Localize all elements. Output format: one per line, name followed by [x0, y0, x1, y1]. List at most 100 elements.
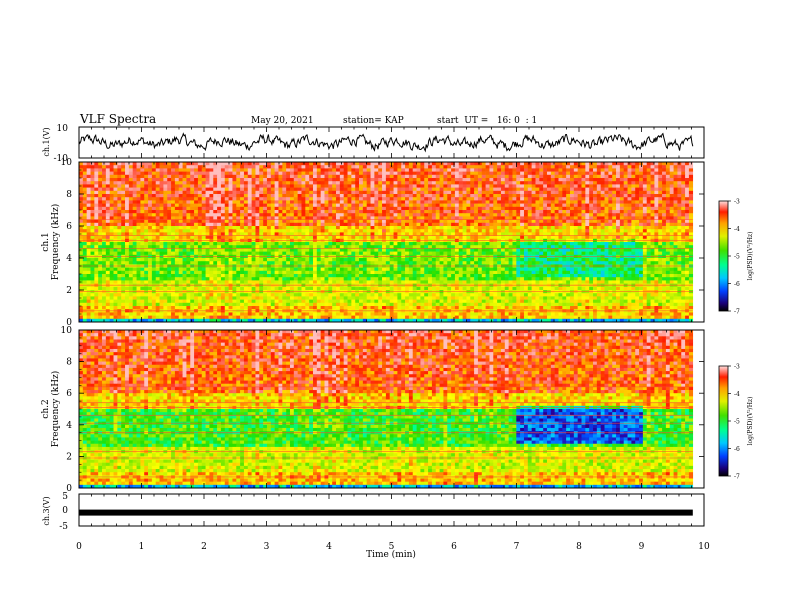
spectrogram-cell	[500, 222, 506, 227]
spectrogram-cell	[186, 210, 191, 214]
spectrogram-cell	[109, 174, 114, 179]
spectrogram-cell	[688, 216, 694, 220]
spectrogram-cell	[497, 222, 502, 227]
spectrogram-cell	[324, 178, 329, 182]
spectrogram-cell	[454, 219, 460, 224]
spectrogram-cell	[171, 174, 176, 179]
spectrogram-cell	[213, 187, 218, 192]
spectrogram-cell	[639, 210, 644, 214]
spectrogram-cell	[305, 232, 310, 236]
spectrogram-cell	[328, 251, 333, 256]
spectrogram-cell	[278, 258, 283, 262]
spectrogram-cell	[512, 203, 517, 208]
spectrogram-cell	[631, 168, 636, 172]
spectrogram-cell	[662, 229, 667, 233]
spectrogram-cell	[665, 190, 671, 195]
spectrogram-cell	[109, 168, 114, 172]
spectrogram-cell	[309, 258, 314, 262]
spectrogram-cell	[646, 190, 651, 195]
spectrogram-cell	[102, 219, 107, 224]
spectrogram-cell	[355, 222, 360, 227]
spectrogram-cell	[186, 178, 191, 182]
spectrogram-cell	[642, 203, 648, 208]
spectrogram-cell	[347, 171, 352, 176]
spectrogram-cell	[665, 235, 671, 240]
spectrogram-cell	[577, 174, 582, 179]
spectrogram-cell	[416, 200, 421, 204]
spectrogram-cell	[382, 229, 387, 233]
spectrogram-cell	[217, 251, 222, 256]
spectrogram-cell	[385, 162, 391, 166]
spectrogram-cell	[305, 171, 310, 176]
spectrogram-cell	[232, 232, 237, 236]
spectrogram-cell	[658, 206, 663, 211]
spectrogram-cell	[688, 203, 694, 208]
spectrogram-cell	[186, 197, 191, 201]
spectrogram-cell	[585, 210, 590, 214]
spectrogram-cell	[428, 206, 433, 211]
spectrogram-cell	[677, 168, 682, 172]
spectrogram-cell	[596, 168, 601, 172]
spectrogram-cell	[623, 229, 628, 233]
spectrogram-cell	[619, 248, 625, 252]
spectrogram-cell	[558, 168, 563, 172]
spectrogram-cell	[458, 245, 463, 249]
spectrogram-cell	[658, 194, 663, 198]
spectrogram-cell	[125, 174, 130, 179]
spectrogram-cell	[117, 248, 122, 252]
spectrogram-cell	[596, 206, 601, 211]
spectrogram-cell	[351, 190, 356, 195]
spectrogram-cell	[140, 184, 145, 188]
spectrogram-cell	[270, 174, 275, 179]
spectrogram-cell	[255, 200, 260, 204]
spectrogram-cell	[546, 226, 552, 230]
spectrogram-cell	[121, 210, 126, 214]
spectrogram-cell	[662, 235, 667, 240]
spectrogram-cell	[205, 174, 210, 179]
spectrogram-cell	[339, 235, 344, 240]
spectrogram-cell	[240, 245, 245, 249]
spectrogram-cell	[370, 226, 375, 230]
spectrogram-cell	[274, 219, 279, 224]
spectrogram-cell	[144, 258, 149, 262]
spectrogram-cell	[148, 197, 153, 201]
spectrogram-cell	[328, 162, 333, 166]
spectrogram-cell	[401, 174, 406, 179]
spectrogram-cell	[543, 206, 548, 211]
spectrogram-cell	[266, 206, 272, 211]
spectrogram-cell	[688, 206, 694, 211]
spectrogram-cell	[132, 174, 137, 179]
spectrogram-cell	[316, 235, 321, 240]
spectrogram-cell	[485, 232, 490, 236]
spectrogram-cell	[516, 226, 521, 230]
spectrogram-cell	[312, 187, 318, 192]
spectrogram-cell	[431, 178, 437, 182]
spectrogram-cell	[366, 206, 371, 211]
spectrogram-cell	[631, 235, 636, 240]
spectrogram-cell	[451, 219, 456, 224]
spectrogram-cell	[462, 178, 467, 182]
spectrogram-cell	[240, 232, 245, 236]
spectrogram-cell	[497, 229, 502, 233]
spectrogram-cell	[397, 168, 402, 172]
spectrogram-cell	[566, 219, 571, 224]
spectrogram-cell	[351, 216, 356, 220]
spectrogram-cell	[140, 206, 145, 211]
spectrogram-cell	[385, 232, 391, 236]
spectrogram-cell	[546, 222, 552, 227]
spectrogram-cell	[144, 232, 149, 236]
spectrogram-cell	[167, 165, 172, 169]
spectrogram-cell	[316, 190, 321, 195]
spectrogram-cell	[642, 162, 648, 166]
spectrogram-cell	[251, 235, 256, 240]
spectrogram-cell	[186, 245, 191, 249]
spectrogram-cell	[213, 194, 218, 198]
spectrogram-cell	[481, 162, 486, 166]
spectrogram-cell	[688, 197, 694, 201]
spectrogram-cell	[428, 248, 433, 252]
spectrogram-cell	[209, 194, 214, 198]
spectrogram-cell	[167, 206, 172, 211]
spectrogram-cell	[328, 219, 333, 224]
spectrogram-cell	[190, 206, 195, 211]
spectrogram-cell	[673, 229, 678, 233]
